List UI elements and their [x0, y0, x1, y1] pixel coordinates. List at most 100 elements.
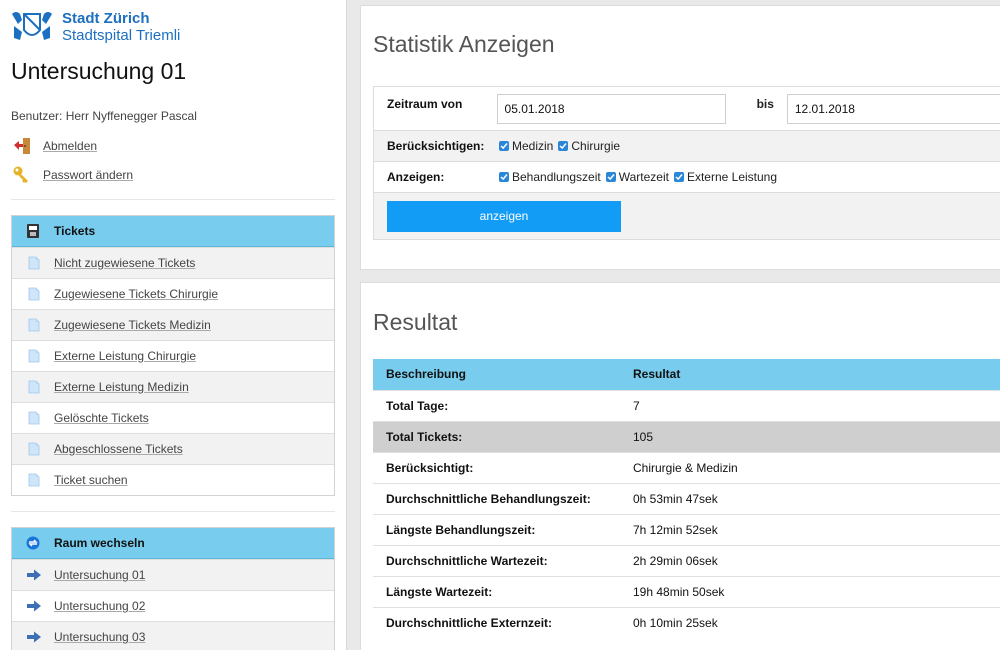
ticket-menu-item-label: Zugewiesene Tickets Chirurgie [54, 287, 219, 301]
show-checkbox-1[interactable]: Wartezeit [605, 170, 669, 184]
result-value-cell: 7 [633, 389, 1000, 421]
divider [11, 511, 335, 512]
ticket-menu-item-label: Externe Leistung Medizin [54, 380, 189, 394]
consider-label: Berücksichtigen: [387, 139, 485, 153]
result-row: Längste Behandlungszeit: 7h 12min 52sek [373, 513, 1000, 545]
document-icon [26, 441, 42, 457]
consider-option-label: Chirurgie [571, 139, 621, 153]
document-icon [26, 255, 42, 271]
result-description-cell: Berücksichtigt: [373, 451, 633, 483]
show-row: Anzeigen: Behandlungszeit Wartezeit Extern… [374, 162, 1000, 193]
ticket-menu-item-label: Nicht zugewiesene Tickets [54, 256, 196, 270]
result-description-cell: Durchschnittliche Behandlungszeit: [373, 482, 633, 514]
result-row: Total Tage: 7 [373, 389, 1000, 421]
ticket-menu-item-label: Zugewiesene Tickets Medizin [54, 318, 211, 332]
result-title: Resultat [373, 309, 458, 335]
date-to-input[interactable] [786, 93, 1000, 124]
zurich-crest-icon [12, 12, 52, 40]
room-panel-header: Raum wechseln [12, 528, 334, 559]
change-password-label: Passwort ändern [43, 168, 134, 182]
arrow-right-icon [26, 598, 42, 614]
key-icon [11, 165, 33, 185]
ticket-menu-item-4[interactable]: Externe Leistung Medizin [12, 371, 334, 402]
door-exit-icon [11, 136, 33, 156]
room-menu-item-2[interactable]: Untersuchung 03 [12, 621, 334, 650]
result-value-cell: 0h 10min 25sek [633, 606, 1000, 638]
change-password-link[interactable]: Passwort ändern [11, 165, 133, 185]
result-value-cell: Chirurgie & Medizin [633, 451, 1000, 483]
logout-link[interactable]: Abmelden [11, 136, 97, 156]
ticket-menu-item-7[interactable]: Ticket suchen [12, 464, 334, 495]
ticket-menu-item-0[interactable]: Nicht zugewiesene Tickets [12, 247, 334, 278]
document-icon [26, 317, 42, 333]
show-checkbox-0[interactable]: Behandlungszeit [499, 170, 601, 184]
to-label: bis [756, 97, 774, 111]
result-value-cell: 0h 53min 47sek [633, 482, 1000, 514]
result-card: Resultat Beschreibung Resultat Total Tag… [360, 282, 1000, 650]
user-label: Benutzer: Herr Nyffenegger Pascal [11, 109, 197, 123]
ticket-menu-item-6[interactable]: Abgeschlossene Tickets [12, 433, 334, 464]
filter-form: Zeitraum von bis Berücksichtigen: Medizi… [373, 86, 1000, 240]
room-menu-item-label: Untersuchung 02 [54, 599, 146, 613]
result-value-cell: 2h 29min 06sek [633, 544, 1000, 576]
show-label: Anzeigen: [387, 170, 445, 184]
sidebar: Stadt Zürich Stadtspital Triemli Untersu… [0, 0, 347, 650]
ticket-menu-item-1[interactable]: Zugewiesene Tickets Chirurgie [12, 278, 334, 309]
divider [11, 199, 335, 200]
result-value-cell: 105 [633, 420, 1000, 452]
room-menu-item-label: Untersuchung 03 [54, 630, 146, 644]
ticket-machine-icon [24, 223, 42, 239]
result-row: Total Tickets: 105 [373, 420, 1000, 452]
result-row: Durchschnittliche Externzeit: 0h 10min 25… [373, 606, 1000, 638]
checkmark-icon [605, 172, 616, 182]
result-description-cell: Total Tage: [373, 389, 633, 421]
logo: Stadt Zürich Stadtspital Triemli [10, 10, 180, 44]
checkmark-icon [558, 141, 569, 151]
result-description-cell: Durchschnittliche Wartezeit: [373, 544, 633, 576]
switch-room-icon [24, 535, 42, 551]
document-icon [26, 379, 42, 395]
consider-checkbox-1[interactable]: Chirurgie [558, 139, 620, 153]
period-label: Zeitraum von [387, 97, 463, 111]
result-row: Durchschnittliche Behandlungszeit: 0h 53m… [373, 482, 1000, 514]
document-icon [26, 348, 42, 364]
result-description-cell: Durchschnittliche Externzeit: [373, 606, 633, 638]
checkmark-icon [499, 172, 509, 182]
result-table: Beschreibung Resultat Total Tage: 7 Total … [373, 359, 1000, 638]
room-menu-item-1[interactable]: Untersuchung 02 [12, 590, 334, 621]
result-description-cell: Total Tickets: [373, 420, 633, 452]
consider-option-label: Medizin [512, 139, 554, 153]
tickets-panel: Tickets Nicht zugewiesene Tickets Zugewie… [11, 215, 335, 496]
page-title: Untersuchung 01 [11, 58, 187, 84]
brand-city: Stadt Zürich [62, 10, 150, 27]
statistics-card: Statistik Anzeigen Zeitraum von bis Berü… [360, 5, 1000, 270]
document-icon [26, 286, 42, 302]
room-menu-item-label: Untersuchung 01 [54, 568, 146, 582]
ticket-menu-item-2[interactable]: Zugewiesene Tickets Medizin [12, 309, 334, 340]
result-header-row: Beschreibung Resultat [373, 359, 1000, 390]
ticket-menu-item-3[interactable]: Externe Leistung Chirurgie [12, 340, 334, 371]
result-value-cell: 19h 48min 50sek [633, 575, 1000, 607]
result-header-result: Resultat [633, 359, 1000, 390]
ticket-menu-item-label: Externe Leistung Chirurgie [54, 349, 197, 363]
room-panel: Raum wechseln Untersuchung 01 Untersuchun… [11, 527, 335, 650]
checkmark-icon [673, 172, 684, 182]
document-icon [26, 410, 42, 426]
ticket-menu-item-label: Ticket suchen [54, 473, 128, 487]
result-header-description: Beschreibung [373, 359, 633, 390]
tickets-panel-header: Tickets [12, 216, 334, 247]
show-statistics-button[interactable]: anzeigen [387, 200, 621, 232]
show-option-label: Wartezeit [618, 170, 669, 184]
result-row: Berücksichtigt: Chirurgie & Medizin [373, 451, 1000, 483]
checkmark-icon [499, 141, 509, 151]
statistics-title: Statistik Anzeigen [373, 31, 555, 57]
room-menu-item-0[interactable]: Untersuchung 01 [12, 559, 334, 590]
show-option-label: Behandlungszeit [512, 170, 601, 184]
room-panel-title: Raum wechseln [54, 536, 145, 550]
consider-checkbox-0[interactable]: Medizin [499, 139, 553, 153]
date-from-input[interactable] [496, 93, 726, 124]
show-checkbox-2[interactable]: Externe Leistung [673, 170, 777, 184]
result-description-cell: Längste Behandlungszeit: [373, 513, 633, 545]
logout-label: Abmelden [43, 139, 98, 153]
ticket-menu-item-5[interactable]: Gelöschte Tickets [12, 402, 334, 433]
